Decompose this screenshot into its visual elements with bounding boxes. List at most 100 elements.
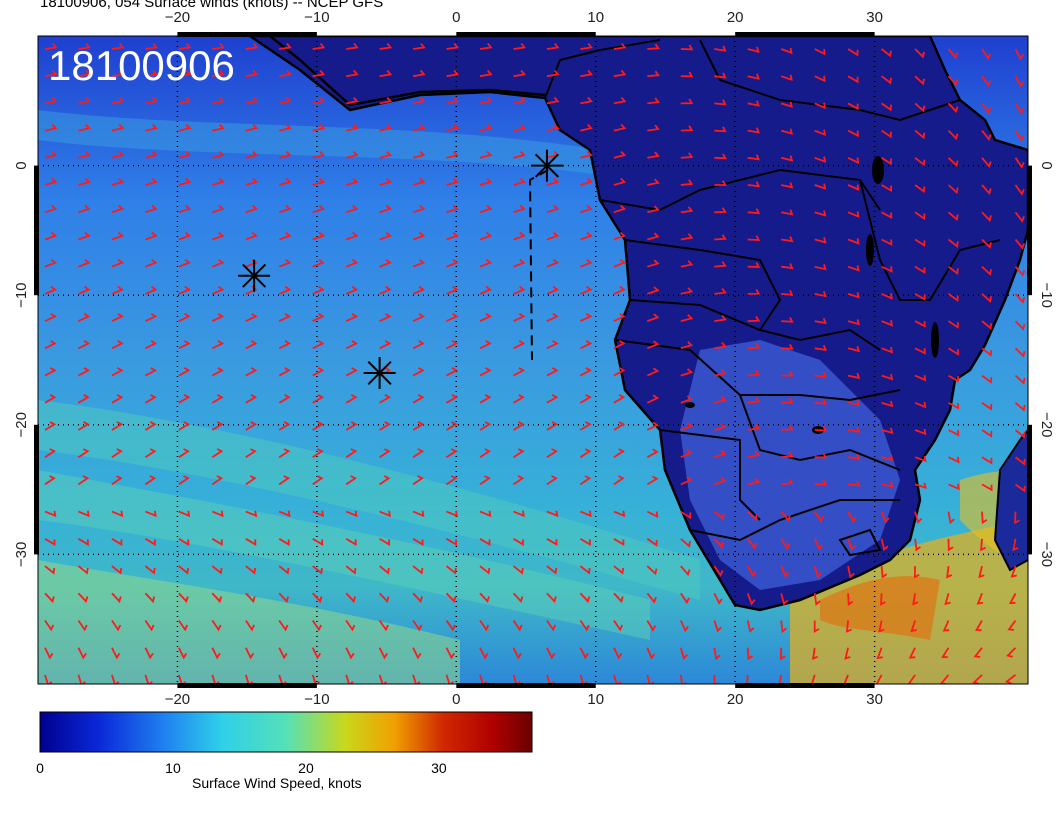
wind-barb: [178, 538, 190, 546]
wind-barb: [714, 288, 727, 295]
wind-barb: [947, 538, 954, 552]
wind-barb: [646, 674, 655, 684]
wind-barb: [613, 421, 626, 431]
wind-barb: [680, 44, 694, 51]
wind-barb: [1014, 48, 1024, 61]
wind-barb: [278, 339, 291, 350]
wind-barb: [278, 285, 292, 295]
wind-barb: [814, 156, 827, 163]
wind-barb: [78, 510, 90, 518]
wind-barb: [646, 592, 657, 604]
wind-barb: [178, 42, 192, 50]
wind-barb: [212, 150, 225, 159]
wind-barb: [680, 287, 694, 295]
wind-barb: [312, 285, 325, 295]
lon-tick-label-bottom: 20: [727, 691, 744, 708]
wind-barb: [881, 347, 894, 354]
wind-barb: [714, 369, 727, 377]
wind-barb: [111, 421, 124, 431]
wind-barb: [613, 565, 625, 575]
wind-barb: [780, 511, 791, 522]
wind-barb: [412, 42, 426, 50]
wind-barb: [211, 285, 225, 295]
wind-barb: [479, 394, 492, 404]
wind-barb: [345, 367, 358, 377]
wind-barb: [245, 69, 259, 78]
wind-barb: [613, 42, 627, 50]
wind-barb: [178, 565, 189, 575]
lat-tick-label-right: 0: [1038, 161, 1055, 169]
wind-barb: [178, 475, 190, 486]
wind-barb: [279, 69, 292, 78]
wind-barb: [847, 345, 861, 353]
wind-barb: [546, 448, 559, 458]
wind-barb: [378, 647, 388, 660]
wind-barb: [781, 451, 794, 459]
wind-barb: [412, 177, 426, 186]
wind-barb: [44, 448, 57, 458]
wind-barb: [910, 620, 917, 633]
wind-barbs: [44, 42, 1026, 684]
wind-barb: [479, 421, 492, 431]
wind-barb: [813, 511, 824, 523]
wind-barb: [680, 152, 694, 159]
wind-barb: [345, 510, 358, 518]
wind-barb: [211, 367, 224, 377]
wind-barb: [946, 565, 953, 579]
wind-barb: [212, 123, 225, 132]
wind-barb: [814, 210, 827, 217]
wind-barb: [446, 285, 459, 295]
wind-barb: [513, 69, 526, 78]
wind-barb: [178, 258, 191, 268]
wind-barb: [412, 538, 424, 546]
wind-barb: [947, 293, 959, 302]
wind-barb: [77, 674, 86, 684]
wind-barb: [412, 448, 425, 458]
wind-barb: [111, 565, 123, 575]
wind-barb: [978, 565, 985, 579]
wind-barb: [881, 427, 894, 435]
wind-barb: [178, 150, 192, 159]
wind-barb: [947, 129, 959, 141]
wind-barb: [312, 69, 326, 78]
wind-barb: [747, 316, 761, 322]
wind-barb: [278, 619, 289, 632]
wind-barb: [245, 42, 259, 50]
wind-barb: [178, 510, 191, 518]
wind-barb: [914, 238, 926, 248]
wind-barb: [177, 647, 188, 660]
wind-barb: [714, 45, 727, 52]
wind-barb: [580, 339, 593, 350]
wind-barb: [1004, 674, 1017, 684]
wind-barb: [211, 394, 224, 404]
wind-barb: [1014, 102, 1025, 115]
axis-labels: −20 −20 −10 −10 0 0 10 10 20 20 30 30 0 0 −10 −10 −20 −20…: [13, 9, 1055, 708]
wind-barb: [178, 367, 191, 377]
wind-barb: [948, 402, 960, 410]
madagascar-landmass: [993, 428, 1028, 572]
wind-barb: [579, 448, 592, 458]
wind-barb: [312, 448, 324, 458]
wind-barb: [914, 401, 927, 409]
wind-barb: [278, 592, 290, 604]
wind-barb: [881, 454, 894, 461]
wind-barb: [546, 258, 559, 268]
wind-barb: [178, 123, 192, 132]
wind-barb: [345, 231, 359, 241]
wind-barb: [1014, 211, 1025, 223]
wind-barb: [1014, 483, 1026, 493]
wind-barb: [947, 211, 959, 222]
wind-barb: [378, 674, 387, 684]
wind-barb: [378, 619, 389, 632]
wind-barb: [345, 204, 359, 214]
wind-barb: [907, 674, 916, 684]
lon-tick-label-bottom: 0: [452, 691, 460, 708]
wind-barb: [278, 647, 288, 660]
wind-barb: [145, 258, 158, 268]
wind-barb: [680, 368, 694, 377]
wind-barb: [412, 204, 426, 214]
lon-tick-label-top: −20: [165, 9, 190, 26]
wind-barb: [580, 204, 593, 214]
wind-barb: [111, 285, 124, 295]
wind-barb: [178, 204, 192, 214]
